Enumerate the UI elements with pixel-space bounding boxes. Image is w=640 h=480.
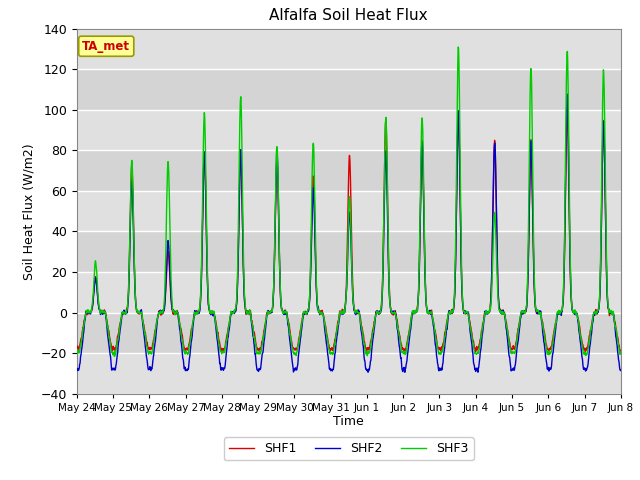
Line: SHF3: SHF3: [77, 47, 621, 356]
SHF3: [365, 350, 372, 356]
SHF1: [617, 348, 625, 354]
Title: Alfalfa Soil Heat Flux: Alfalfa Soil Heat Flux: [269, 9, 428, 24]
SHF3: [111, 353, 118, 359]
SHF2: [225, 331, 232, 337]
SHF2: [584, 359, 592, 364]
SHF1: [507, 344, 515, 350]
Legend: SHF1, SHF2, SHF3: SHF1, SHF2, SHF3: [224, 437, 474, 460]
Bar: [77, 312, 621, 353]
SHF3: [454, 44, 462, 50]
SHF3: [376, 310, 384, 315]
X-axis label: Time: Time: [333, 415, 364, 429]
SHF3: [225, 324, 232, 329]
SHF3: [73, 349, 81, 355]
SHF2: [364, 370, 372, 375]
SHF3: [584, 345, 592, 350]
SHF2: [376, 310, 384, 316]
SHF1: [376, 310, 384, 316]
Bar: [77, 231, 621, 272]
Bar: [77, 69, 621, 110]
SHF2: [564, 91, 572, 97]
SHF1: [564, 108, 572, 113]
SHF3: [617, 348, 625, 354]
SHF1: [581, 348, 589, 354]
Line: SHF2: SHF2: [77, 94, 621, 372]
SHF2: [507, 367, 515, 372]
SHF3: [508, 349, 515, 355]
SHF2: [73, 368, 81, 373]
SHF1: [365, 345, 372, 351]
SHF3: [570, 308, 577, 313]
Y-axis label: Soil Heat Flux (W/m2): Soil Heat Flux (W/m2): [22, 143, 35, 279]
SHF2: [617, 367, 625, 373]
SHF1: [584, 340, 592, 346]
SHF2: [570, 309, 577, 315]
Line: SHF1: SHF1: [77, 110, 621, 351]
SHF1: [569, 309, 577, 314]
Text: TA_met: TA_met: [82, 40, 131, 53]
SHF1: [73, 344, 81, 349]
Bar: [77, 150, 621, 191]
SHF1: [225, 324, 232, 330]
SHF2: [365, 367, 372, 372]
